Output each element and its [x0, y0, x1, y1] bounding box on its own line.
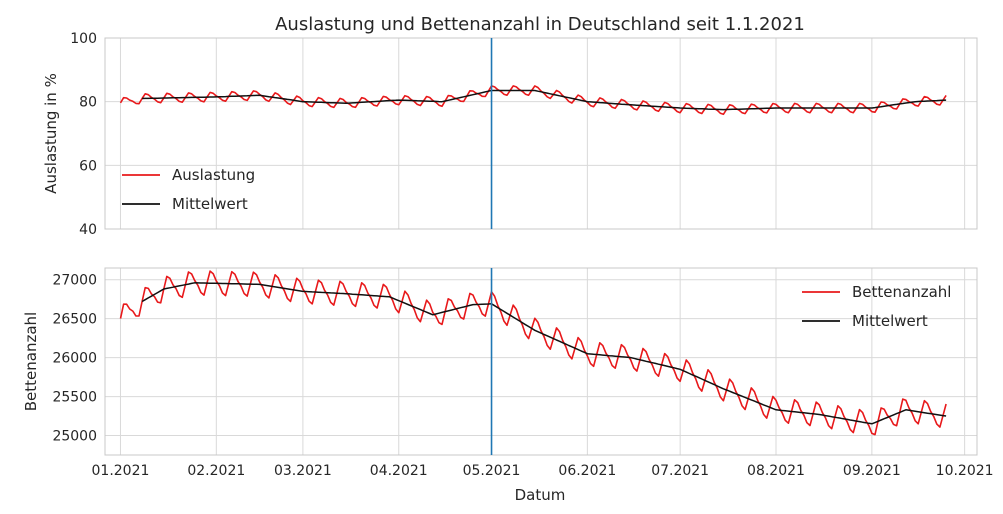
y-tick-label: 26500 — [52, 312, 97, 328]
series-line-mittelwert — [141, 282, 947, 425]
x-tick-label: 06.2021 — [558, 463, 616, 479]
panel-1: 40 60 80 100 Auslastung in % Auslastung Mittel… — [42, 31, 978, 238]
panel-2: 2500025500260002650027000BettenanzahlBet… — [22, 267, 978, 456]
series-line-mittelwert — [142, 89, 947, 111]
x-tick-label: 01.2021 — [92, 463, 150, 479]
y-tick-label: 60 — [79, 158, 97, 174]
y-tick-label: 25500 — [52, 390, 97, 406]
y-tick-label: 80 — [79, 95, 97, 111]
series-line-bettenanzahl — [119, 270, 947, 436]
y-axis-label: Auslastung in % — [42, 73, 60, 194]
x-tick-label: 08.2021 — [747, 463, 805, 479]
chart-title: Auslastung und Bettenanzahl in Deutschla… — [275, 14, 805, 35]
y-tick-label: 27000 — [52, 273, 97, 289]
x-tick-label: 07.2021 — [651, 463, 709, 479]
series-line-auslastung — [119, 85, 947, 116]
x-tick-label: 10.2021 — [936, 463, 994, 479]
x-tick-label: 04.2021 — [370, 463, 428, 479]
legend-label: Mittelwert — [172, 195, 248, 213]
legend: Auslastung Mittelwert — [122, 166, 255, 213]
x-tick-label: 02.2021 — [187, 463, 245, 479]
x-axis-label: Datum — [515, 486, 566, 504]
x-tick-label: 09.2021 — [843, 463, 901, 479]
x-tick-label: 05.2021 — [463, 463, 521, 479]
y-tick-label: 25000 — [52, 429, 97, 445]
y-axis-label: Bettenanzahl — [22, 312, 40, 411]
y-tick-label: 26000 — [52, 351, 97, 367]
legend-label: Auslastung — [172, 166, 255, 184]
y-tick-label: 40 — [79, 222, 97, 238]
chart-panels: 40 60 80 100 Auslastung in % Auslastung Mittel… — [22, 31, 994, 479]
x-tick-label: 03.2021 — [274, 463, 332, 479]
legend-label: Mittelwert — [852, 312, 928, 330]
legend: Bettenanzahl Mittelwert — [802, 283, 951, 330]
legend-label: Bettenanzahl — [852, 283, 951, 301]
y-tick-label: 100 — [70, 31, 97, 47]
plot-frame — [104, 37, 978, 230]
plot-frame — [104, 267, 978, 456]
